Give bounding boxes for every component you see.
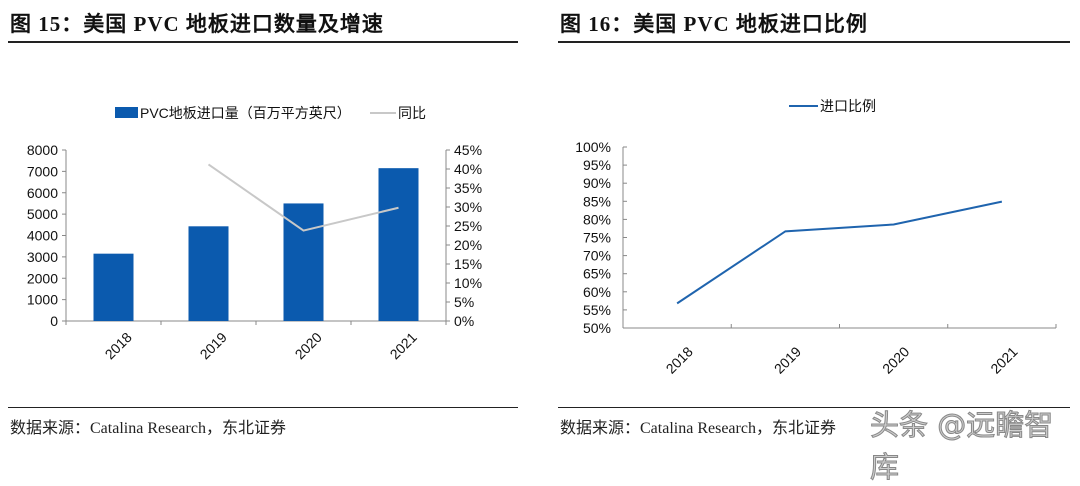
y2-tick-label: 45% [454, 142, 482, 158]
y-tick-label: 90% [583, 175, 611, 191]
bar-2020 [283, 203, 324, 321]
charts-canvas: 0 1000 2000 3000 4000 5000 6000 7000 8000 0% 5% 10%… [27, 98, 1057, 377]
y2-tick-label: 25% [454, 218, 482, 234]
y-tick-label: 5000 [27, 206, 58, 222]
watermark-logo: 头条 @远瞻智库 [870, 408, 1054, 485]
bar-2021 [378, 168, 419, 321]
x-tick-label: 2018 [102, 329, 135, 362]
y2-tick-label: 0% [454, 313, 474, 329]
bar-2019 [188, 226, 229, 321]
y2-tick-label: 15% [454, 256, 482, 272]
y-tick-label: 75% [583, 230, 611, 246]
y-tick-label: 4000 [27, 228, 58, 244]
legend-bar-label: PVC地板进口量（百万平方英尺） [140, 105, 351, 121]
y-tick-label: 85% [583, 193, 611, 209]
y-tick-label: 65% [583, 266, 611, 282]
y-tick-label: 8000 [27, 142, 58, 158]
y2-tick-label: 5% [454, 294, 474, 310]
source-divider-right [558, 407, 1070, 408]
x-tick-label: 2018 [663, 343, 696, 376]
source-note-right: 数据来源：Catalina Research，东北证券 [560, 420, 836, 437]
y2-tick-label: 20% [454, 237, 482, 253]
y2-tick-label: 30% [454, 199, 482, 215]
figure-16-title: 图 16：美国 PVC 地板进口比例 [560, 12, 868, 36]
y-tick-label: 50% [583, 320, 611, 336]
legend-line-label: 进口比例 [820, 98, 876, 114]
y2-tick-label: 10% [454, 275, 482, 291]
yoy-line [207, 163, 399, 232]
x-tick-label: 2020 [292, 329, 325, 362]
y-tick-label: 6000 [27, 185, 58, 201]
import-ratio-line [676, 200, 1003, 305]
y-tick-label: 1000 [27, 292, 58, 308]
y-tick-label: 2000 [27, 270, 58, 286]
source-note-left: 数据来源：Catalina Research，东北证券 [10, 420, 286, 437]
bar-2018 [93, 253, 134, 321]
y-tick-label: 95% [583, 157, 611, 173]
title-divider-right [558, 41, 1070, 43]
source-divider-left [8, 407, 518, 408]
y-tick-label: 70% [583, 248, 611, 264]
figure-15-title: 图 15：美国 PVC 地板进口数量及增速 [10, 12, 384, 36]
x-tick-label: 2019 [197, 329, 230, 362]
x-tick-label: 2021 [987, 343, 1020, 376]
x-tick-label: 2020 [879, 343, 912, 376]
y2-tick-label: 35% [454, 180, 482, 196]
y-tick-label: 100% [575, 139, 611, 155]
legend-line-label: 同比 [398, 105, 426, 121]
x-tick-label: 2019 [771, 343, 804, 376]
y-tick-label: 0 [50, 313, 58, 329]
x-tick-label: 2021 [387, 329, 420, 362]
y-tick-label: 7000 [27, 163, 58, 179]
y-tick-label: 3000 [27, 249, 58, 265]
y-tick-label: 55% [583, 302, 611, 318]
y-tick-label: 80% [583, 211, 611, 227]
title-divider-left [8, 41, 518, 43]
legend-bar-swatch [115, 107, 138, 118]
y2-tick-label: 40% [454, 161, 482, 177]
y-tick-label: 60% [583, 284, 611, 300]
